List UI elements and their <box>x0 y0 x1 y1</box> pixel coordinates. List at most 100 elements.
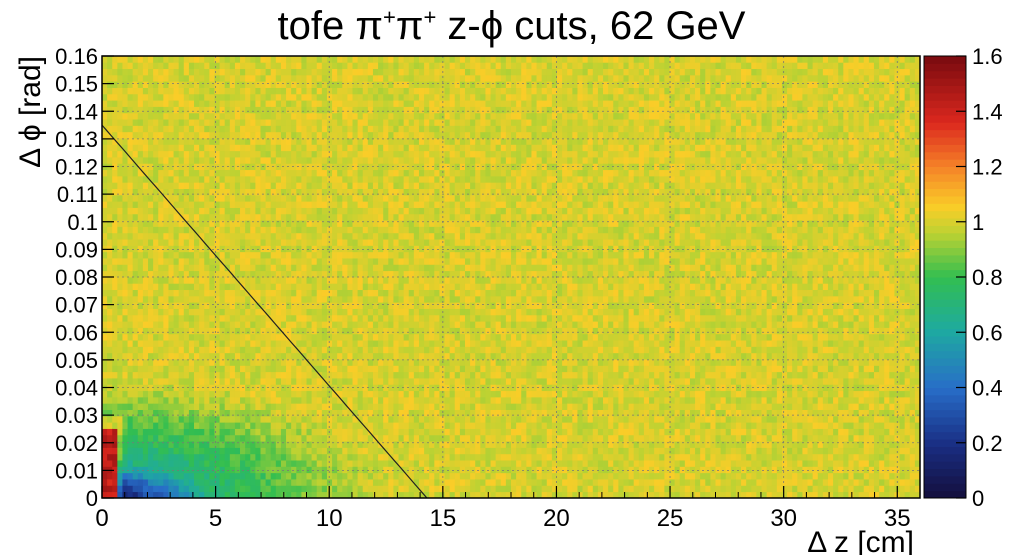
heatmap-cell <box>408 207 415 215</box>
heatmap-cell <box>270 56 277 63</box>
heatmap-cell <box>178 378 185 385</box>
heatmap-cell <box>332 112 338 120</box>
heatmap-cell <box>434 302 440 309</box>
heatmap-cell <box>127 308 134 316</box>
heatmap-cell <box>454 365 461 373</box>
heatmap-cell <box>357 434 364 442</box>
heatmap-cell <box>347 479 353 486</box>
heatmap-cell <box>306 384 313 392</box>
heatmap-cell <box>459 447 466 455</box>
heatmap-cell <box>158 81 164 88</box>
heatmap-cell <box>168 390 174 398</box>
heatmap-cell <box>158 390 164 398</box>
heatmap-cell <box>250 396 256 404</box>
heatmap-cell <box>326 422 333 429</box>
heatmap-cell <box>286 131 292 139</box>
heatmap-cell <box>362 220 369 227</box>
heatmap-cell <box>378 144 384 152</box>
heatmap-cell <box>403 201 410 208</box>
heatmap-cell <box>178 56 185 63</box>
heatmap-cell <box>194 56 200 63</box>
heatmap-cell <box>234 157 241 164</box>
heatmap-cell <box>383 182 389 189</box>
heatmap-cell <box>378 239 384 246</box>
heatmap-cell <box>194 81 200 88</box>
heatmap-cell <box>194 359 200 366</box>
heatmap-cell <box>142 93 149 101</box>
heatmap-cell <box>388 226 394 234</box>
heatmap-cell <box>413 258 420 265</box>
heatmap-cell <box>183 226 190 234</box>
heatmap-cell <box>291 106 297 114</box>
heatmap-cell <box>434 62 440 70</box>
heatmap-cell <box>250 226 256 234</box>
heatmap-cell <box>378 396 384 404</box>
heatmap-cell <box>418 131 425 139</box>
heatmap-cell <box>158 321 164 328</box>
heatmap-cell <box>388 371 394 379</box>
heatmap-cell <box>158 258 164 265</box>
heatmap-cell <box>403 207 410 215</box>
heatmap-cell <box>163 384 169 392</box>
heatmap-cell <box>122 188 128 196</box>
heatmap-cell <box>342 302 348 309</box>
heatmap-cell <box>383 321 389 328</box>
heatmap-cell <box>449 289 456 297</box>
heatmap-cell <box>132 308 139 316</box>
heatmap-cell <box>163 163 169 171</box>
heatmap-cell <box>245 333 251 341</box>
heatmap-cell <box>204 378 210 385</box>
heatmap-cell <box>209 112 215 120</box>
heatmap-cell <box>326 270 333 278</box>
heatmap-cell <box>204 87 210 95</box>
heatmap-cell <box>163 352 169 360</box>
heatmap-cell <box>275 390 282 398</box>
heatmap-cell <box>148 321 154 328</box>
heatmap-cell <box>229 150 236 158</box>
heatmap-cell <box>270 378 277 385</box>
heatmap-cell <box>142 460 149 467</box>
heatmap-cell <box>204 415 210 423</box>
heatmap-cell <box>178 346 185 354</box>
heatmap-cell <box>142 384 149 392</box>
heatmap-cell <box>214 327 220 335</box>
heatmap-cell <box>219 352 226 360</box>
heatmap-cell <box>306 232 313 240</box>
heatmap-cell <box>245 226 251 234</box>
heatmap-cell <box>183 378 190 385</box>
heatmap-cell <box>424 106 430 114</box>
heatmap-cell <box>275 308 282 316</box>
heatmap-cell <box>209 302 215 309</box>
heatmap-cell <box>332 485 338 493</box>
heatmap-cell <box>408 308 415 316</box>
heatmap-cell <box>122 119 128 126</box>
heatmap-cell <box>413 226 420 234</box>
heatmap-cell <box>403 188 410 196</box>
heatmap-cell <box>209 359 215 366</box>
heatmap-cell <box>347 226 353 234</box>
heatmap-cell <box>367 201 374 208</box>
heatmap-cell <box>148 396 154 404</box>
heatmap-cell <box>265 106 272 114</box>
heatmap-cell <box>357 277 364 284</box>
heatmap-cell <box>286 359 292 366</box>
heatmap-cell <box>209 472 215 480</box>
heatmap-cell <box>326 428 333 436</box>
heatmap-cell <box>367 277 374 284</box>
heatmap-cell <box>367 245 374 253</box>
heatmap-cell <box>306 466 313 474</box>
heatmap-cell <box>316 466 323 474</box>
heatmap-cell <box>204 182 210 189</box>
heatmap-cell <box>122 100 128 107</box>
heatmap-cell <box>112 226 118 234</box>
heatmap-cell <box>137 472 144 480</box>
heatmap-cell <box>163 112 169 120</box>
heatmap-cell <box>265 188 272 196</box>
heatmap-cell <box>326 62 333 70</box>
heatmap-cell <box>204 460 210 467</box>
heatmap-cell <box>142 201 149 208</box>
heatmap-cell <box>342 150 348 158</box>
heatmap-cell <box>418 226 425 234</box>
heatmap-cell <box>219 194 226 202</box>
heatmap-cell <box>158 56 164 63</box>
